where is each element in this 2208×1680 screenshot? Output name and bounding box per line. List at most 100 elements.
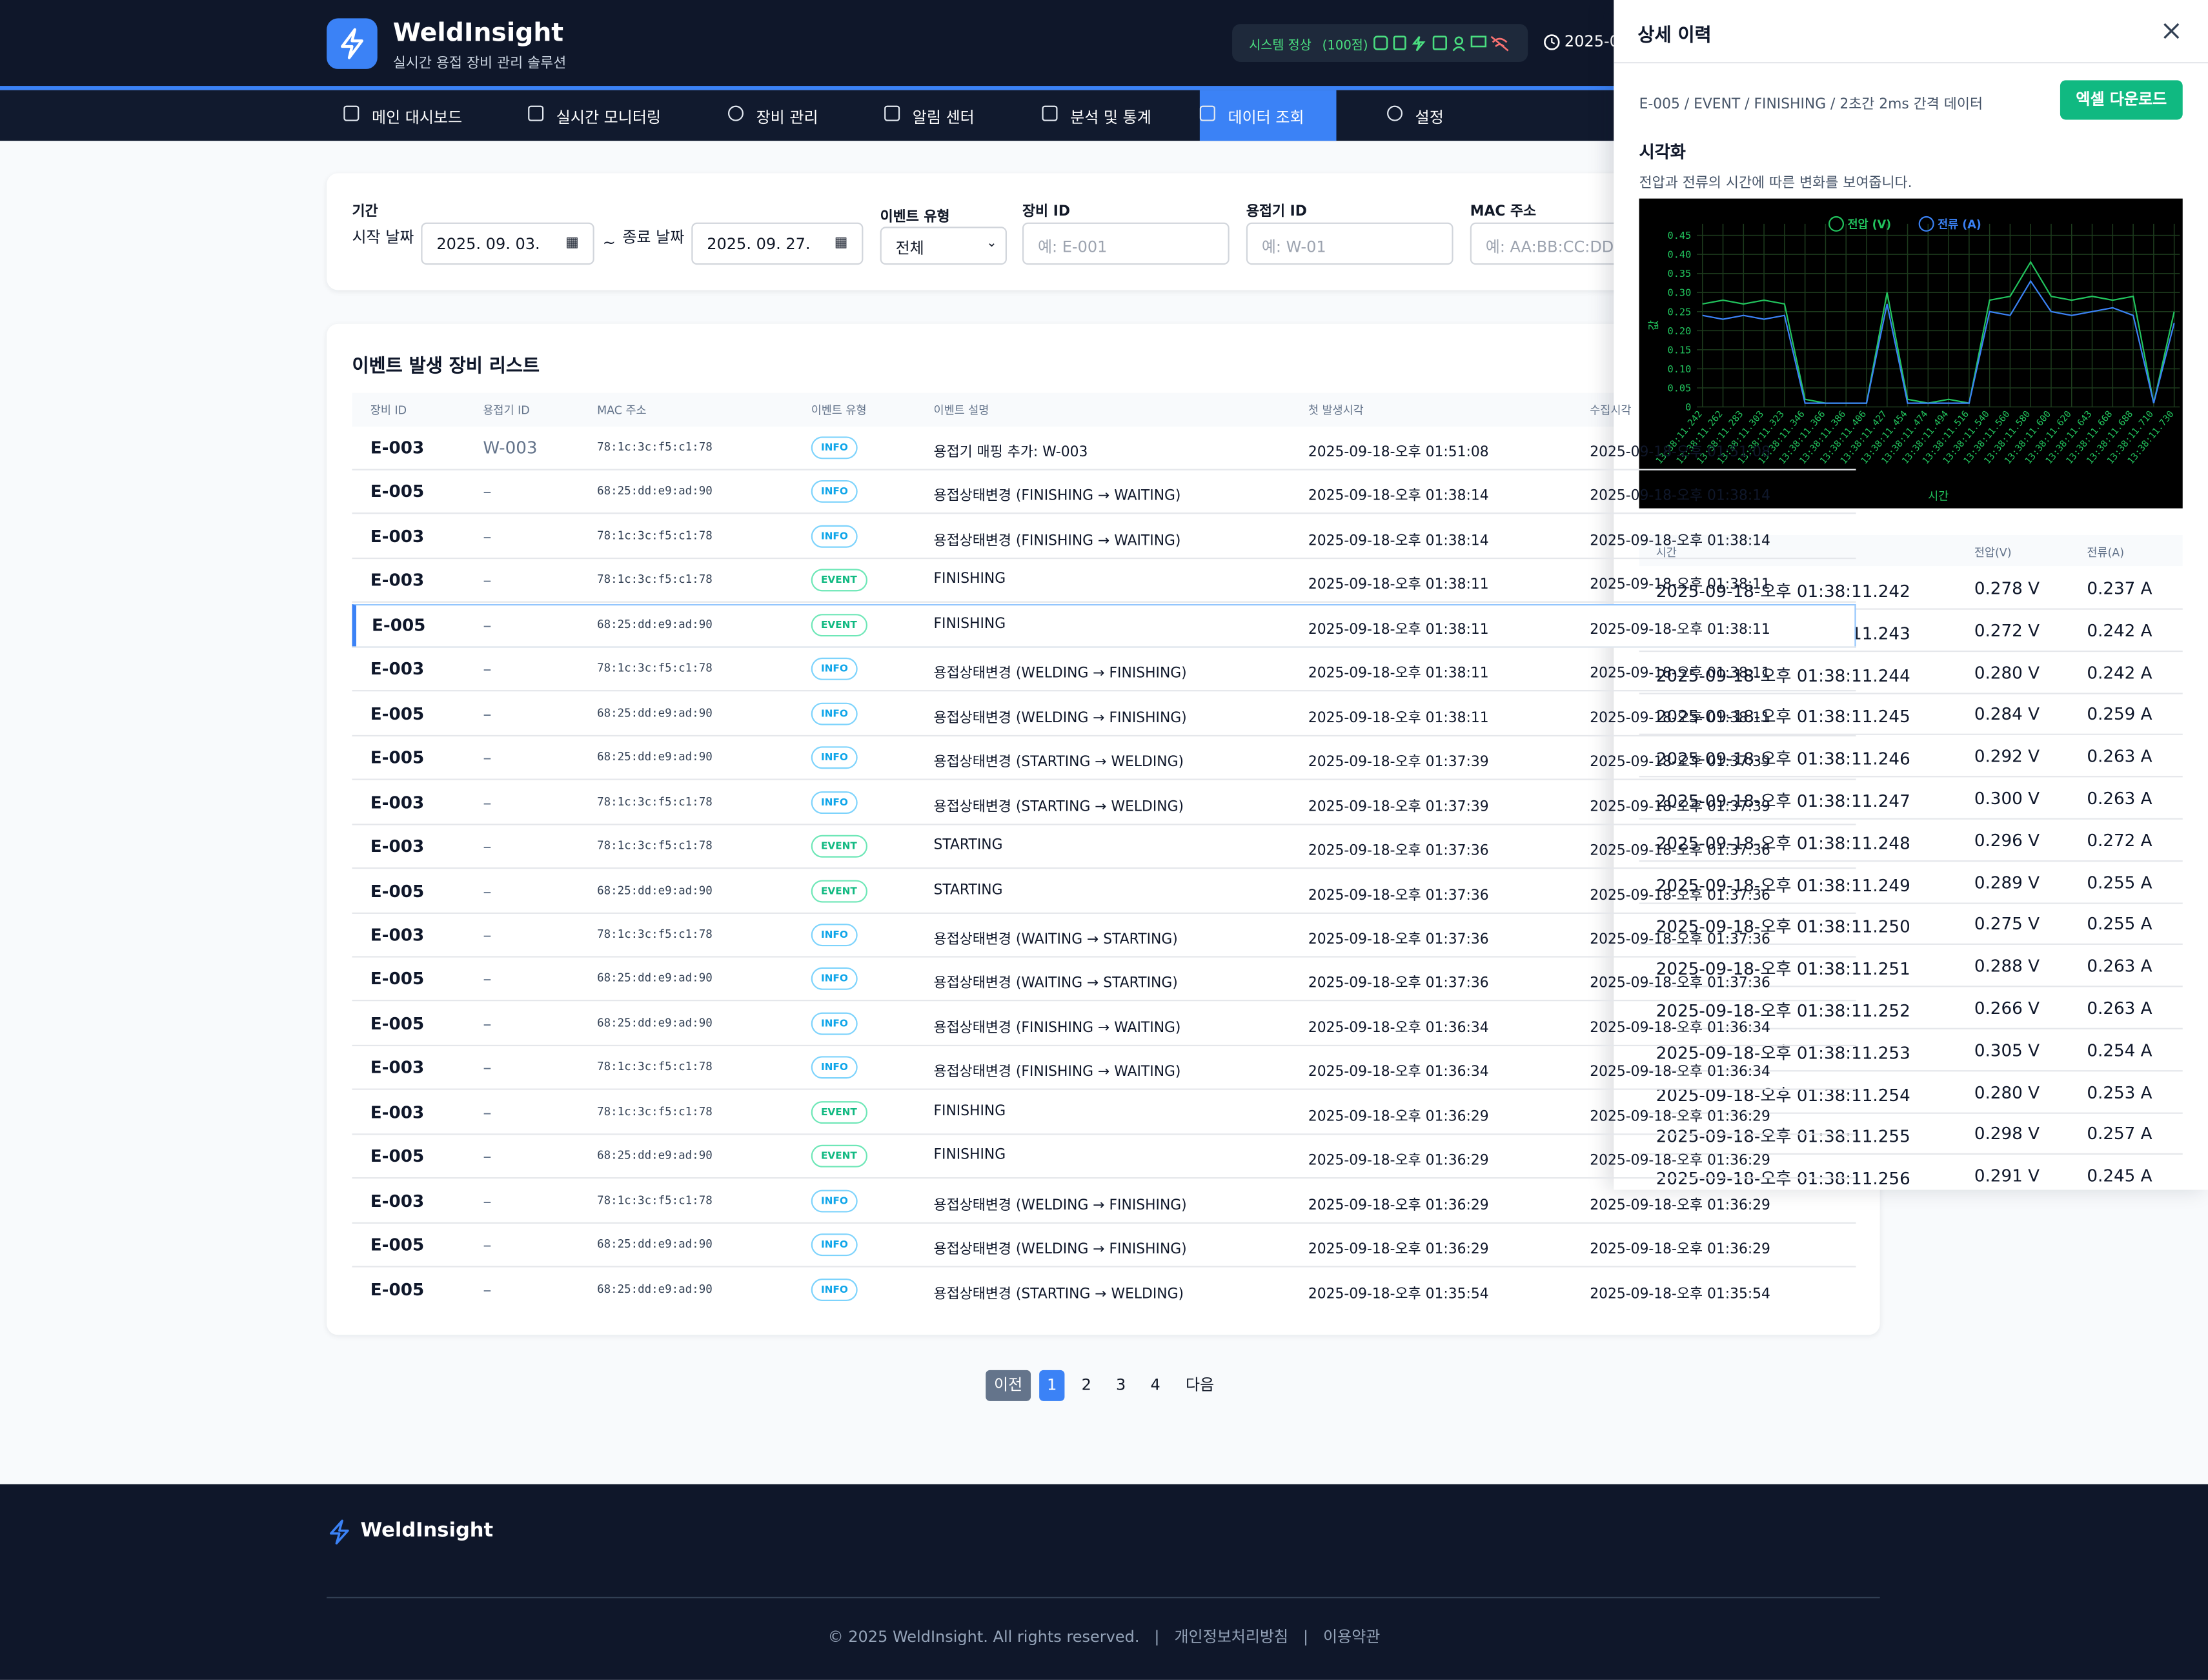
device-id: E-005 bbox=[370, 969, 425, 989]
time: 2025-09-18-오후 01:38:11.250 bbox=[1656, 917, 1910, 937]
current: 0.254 A bbox=[2087, 1040, 2152, 1060]
device-id: E-005 bbox=[370, 880, 425, 901]
row-divider bbox=[352, 690, 1856, 692]
nav-item[interactable]: 장비 관리 bbox=[756, 108, 818, 127]
mac: 78:1c:3c:f5:c1:78 bbox=[597, 573, 713, 587]
column-header: 이벤트 설명 bbox=[933, 404, 989, 417]
first-time: 2025-09-18-오후 01:37:39 bbox=[1308, 799, 1489, 815]
event-desc: 용접상태변경 (FINISHING → WAITING) bbox=[933, 1065, 1181, 1081]
mac: 68:25:dd:e9:ad:90 bbox=[597, 1282, 713, 1295]
welder-id: – bbox=[483, 880, 492, 901]
detail-table-head bbox=[1639, 535, 2183, 567]
event-badge: EVENT bbox=[811, 1145, 867, 1168]
page-button[interactable]: 2 bbox=[1081, 1375, 1091, 1394]
collect-time: 2025-09-18-오후 01:36:34 bbox=[1590, 1020, 1770, 1037]
event-desc: 용접기 매핑 추가: W-003 bbox=[933, 445, 1088, 461]
column-header: 수집시각 bbox=[1590, 404, 1632, 417]
label: MAC 주소 bbox=[1470, 204, 1537, 220]
current: 0.255 A bbox=[2087, 914, 2152, 935]
voltage: 0.280 V bbox=[1974, 662, 2040, 683]
footer-logo-icon bbox=[329, 1519, 349, 1544]
placeholder: 예: AA:BB:CC:DD: bbox=[1485, 238, 1619, 257]
time: 2025-09-18-오후 01:38:11.245 bbox=[1656, 707, 1910, 727]
separator: | bbox=[1303, 1628, 1309, 1646]
y-tick-label: 0.35 bbox=[1668, 268, 1692, 279]
privacy-link[interactable]: 개인정보처리방침 bbox=[1174, 1628, 1289, 1646]
row-divider bbox=[1639, 692, 2183, 694]
close-button[interactable] bbox=[2162, 21, 2182, 41]
y-tick-label: 0.30 bbox=[1668, 287, 1692, 299]
brand-subtitle: 실시간 용접 장비 관리 솔루션 bbox=[392, 56, 567, 72]
mac: 78:1c:3c:f5:c1:78 bbox=[597, 794, 713, 808]
voltage: 0.275 V bbox=[1974, 914, 2040, 935]
welder-id: – bbox=[483, 1058, 492, 1078]
mac: 68:25:dd:e9:ad:90 bbox=[597, 884, 713, 896]
collect-time: 2025-09-18-오후 01:36:34 bbox=[1590, 1065, 1770, 1081]
event-badge: INFO bbox=[811, 746, 858, 769]
current: 0.242 A bbox=[2087, 620, 2152, 641]
start-date[interactable]: 2025. 09. 03. ▦ bbox=[421, 222, 594, 265]
collect-time: 2025-09-18-오후 01:37:36 bbox=[1590, 976, 1770, 992]
end-date[interactable]: 2025. 09. 27. ▦ bbox=[691, 222, 864, 265]
welder-input[interactable]: 예: W-01 bbox=[1246, 222, 1453, 265]
welder-id: – bbox=[483, 703, 492, 724]
collect-time: 2025-09-18-오후 01:38:14 bbox=[1590, 533, 1770, 549]
row-divider bbox=[1639, 1111, 2183, 1113]
first-time: 2025-09-18-오후 01:51:08 bbox=[1308, 445, 1489, 461]
status-icons bbox=[1373, 35, 1509, 52]
nav-item[interactable]: 메인 대시보드 bbox=[371, 108, 463, 127]
row-divider bbox=[1639, 986, 2183, 987]
device-id: E-005 bbox=[370, 482, 425, 502]
current: 0.263 A bbox=[2087, 788, 2152, 809]
first-time: 2025-09-18-오후 01:38:11 bbox=[1308, 578, 1489, 594]
first-time: 2025-09-18-오후 01:35:54 bbox=[1308, 1286, 1489, 1302]
current: 0.259 A bbox=[2087, 704, 2152, 725]
row-divider bbox=[1639, 1027, 2183, 1029]
device-id: E-003 bbox=[370, 792, 425, 812]
prev-button[interactable]: 이전 bbox=[986, 1370, 1031, 1401]
device-id: E-003 bbox=[370, 571, 425, 591]
column-header: 시간 bbox=[1656, 546, 1677, 560]
first-time: 2025-09-18-오후 01:37:36 bbox=[1308, 843, 1489, 859]
nav-item[interactable]: 데이터 조회 bbox=[1228, 108, 1304, 127]
row-divider bbox=[1639, 902, 2183, 904]
page-button[interactable]: 3 bbox=[1116, 1375, 1126, 1394]
voltage: 0.266 V bbox=[1974, 998, 2040, 1018]
event-desc: 용접상태변경 (WELDING → FINISHING) bbox=[933, 666, 1187, 682]
mac: 78:1c:3c:f5:c1:78 bbox=[597, 1193, 713, 1206]
welder-id: – bbox=[483, 1279, 492, 1299]
row-divider bbox=[352, 469, 1856, 471]
current: 0.263 A bbox=[2087, 998, 2152, 1018]
logo[interactable] bbox=[327, 18, 378, 69]
next-button[interactable]: 다음 bbox=[1186, 1375, 1215, 1394]
event-badge: EVENT bbox=[811, 613, 867, 636]
voltage: 0.280 V bbox=[1974, 1082, 2040, 1102]
row-divider bbox=[352, 734, 1856, 736]
time: 2025-09-18-오후 01:38:11.244 bbox=[1656, 665, 1910, 685]
row-divider bbox=[352, 513, 1856, 515]
footer-brand: WeldInsight bbox=[360, 1519, 494, 1543]
nav-item[interactable]: 실시간 모니터링 bbox=[556, 108, 661, 127]
row-divider bbox=[352, 1044, 1856, 1046]
legend-swatch bbox=[1918, 216, 1934, 232]
event-desc: STARTING bbox=[933, 838, 1003, 854]
page-button[interactable]: 1 bbox=[1039, 1370, 1065, 1401]
calendar-icon: ▦ bbox=[834, 235, 848, 251]
page-button[interactable]: 4 bbox=[1150, 1375, 1160, 1394]
nav-item[interactable]: 알림 센터 bbox=[912, 108, 975, 127]
device-input[interactable]: 예: E-001 bbox=[1022, 222, 1230, 265]
event-type-select[interactable]: 전체 ⌄ bbox=[880, 227, 1007, 265]
first-time: 2025-09-18-오후 01:36:29 bbox=[1308, 1197, 1489, 1213]
time: 2025-09-18-오후 01:38:11.251 bbox=[1656, 959, 1910, 979]
y-tick-label: 0.45 bbox=[1668, 230, 1692, 241]
download-button[interactable]: 엑셀 다운로드 bbox=[2060, 80, 2183, 120]
nav-item[interactable]: 분석 및 통계 bbox=[1070, 108, 1151, 127]
column-header: 용접기 ID bbox=[483, 404, 530, 417]
event-desc: 용접상태변경 (FINISHING → WAITING) bbox=[933, 1020, 1181, 1037]
collect-time: 2025-09-18-오후 01:37:36 bbox=[1590, 932, 1770, 948]
nav-item[interactable]: 설정 bbox=[1415, 108, 1444, 127]
event-desc: 용접상태변경 (WELDING → FINISHING) bbox=[933, 711, 1187, 727]
terms-link[interactable]: 이용약관 bbox=[1323, 1628, 1381, 1646]
first-time: 2025-09-18-오후 01:37:36 bbox=[1308, 932, 1489, 948]
